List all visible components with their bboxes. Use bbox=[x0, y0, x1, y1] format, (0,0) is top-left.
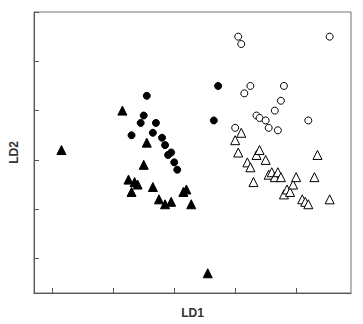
svg-text:LD1: LD1 bbox=[181, 306, 204, 320]
svg-text:LD2: LD2 bbox=[7, 141, 21, 164]
